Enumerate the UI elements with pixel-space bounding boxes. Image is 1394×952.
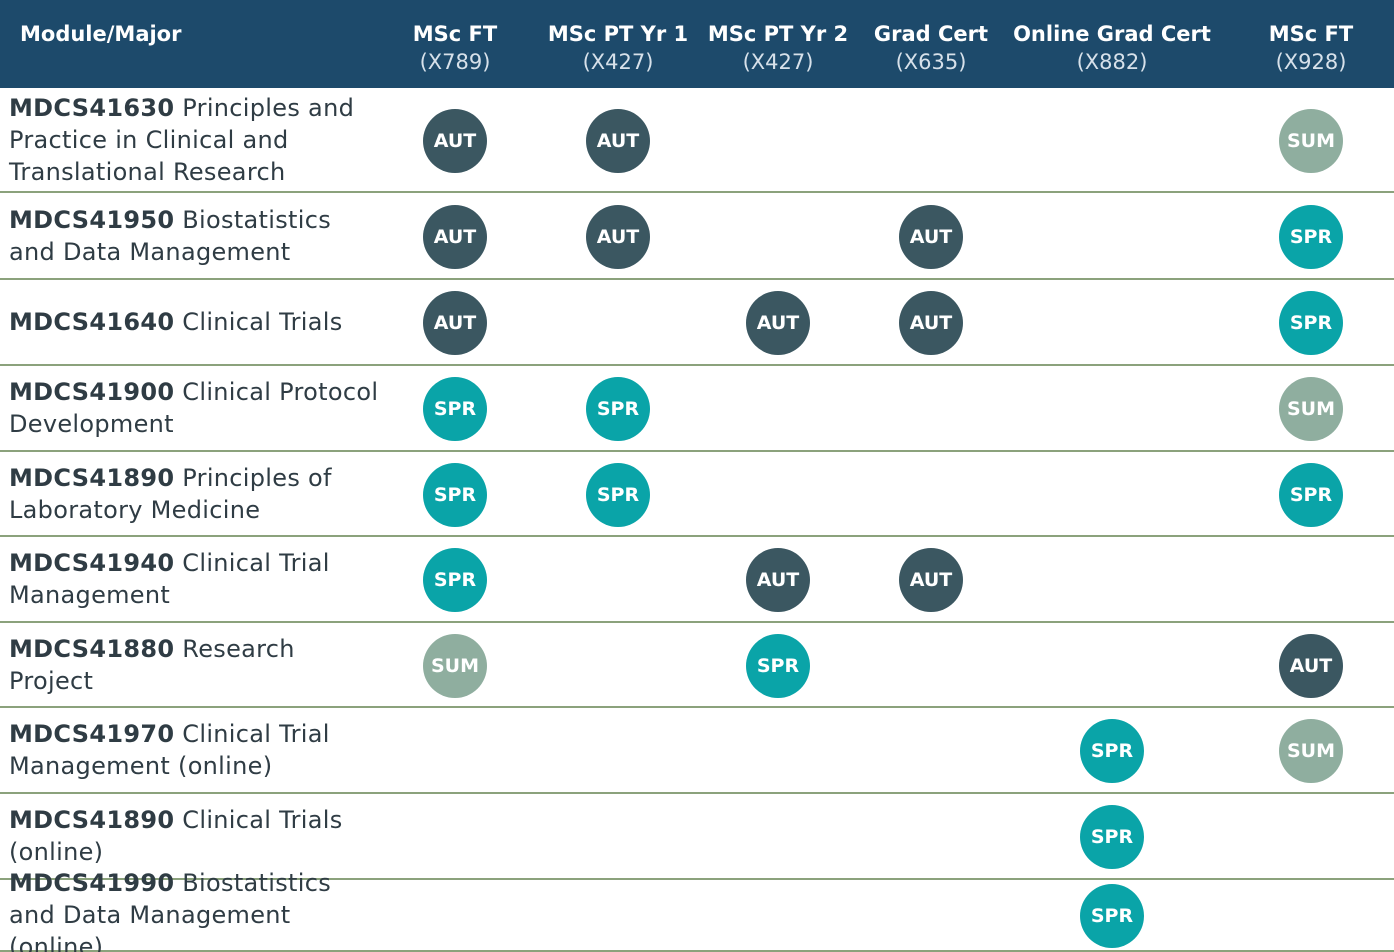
column-code: (X427) [742,50,814,74]
table-row: MDCS41970 Clinical Trial Management (onl… [0,708,1394,794]
column-code: (X882) [1076,50,1148,74]
table-row: MDCS41940 Clinical Trial Management SPR AU… [0,537,1394,623]
semester-badge: SPR [1279,204,1343,269]
table-row: MDCS41950 Biostatistics and Data Managem… [0,193,1394,280]
semester-badge: AUT [586,108,650,173]
column-name: MSc FT [412,22,498,46]
module-text: MDCS41950 Biostatistics and Data Managem… [9,204,379,268]
column-header: MSc FT (X789) [345,20,565,76]
semester-badge: AUT [423,291,487,355]
semester-badge: SPR [423,377,487,441]
module-title: Principles and Practice in Clinical and … [9,93,355,186]
column-header: Grad Cert (X635) [821,20,1041,76]
table-row: MDCS41640 Clinical Trials AUT AUT AUT SPR [0,280,1394,366]
semester-badge: SPR [746,633,810,698]
semester-badge: SUM [423,633,487,698]
column-name: MSc PT Yr 2 [707,22,849,46]
semester-badge: SUM [1279,719,1343,783]
column-code: (X928) [1275,50,1347,74]
module-code: MDCS41950 [9,205,175,234]
module-cell: MDCS41940 Clinical Trial Management [9,537,379,621]
module-text: MDCS41940 Clinical Trial Management [9,547,379,611]
semester-badge: AUT [899,291,963,355]
column-header: MSc FT (X928) [1201,20,1394,76]
semester-badge: SUM [1279,377,1343,441]
module-code: MDCS41890 [9,463,175,492]
module-code: MDCS41880 [9,634,175,663]
semester-badge: AUT [899,548,963,612]
column-header: MSc PT Yr 1 (X427) [508,20,728,76]
semester-badge: AUT [746,548,810,612]
semester-badge: AUT [746,291,810,355]
module-title: Biostatistics and Data Management (onlin… [9,869,331,952]
table-row: MDCS41990 Biostatistics and Data Managem… [0,869,1394,952]
module-code: MDCS41640 [9,308,175,336]
semester-badge: AUT [1279,633,1343,698]
semester-badge: AUT [423,108,487,173]
module-cell: MDCS41880 Research Project [9,623,379,706]
module-code: MDCS41900 [9,378,175,406]
semester-badge: SPR [423,548,487,612]
module-text: MDCS41990 Biostatistics and Data Managem… [9,867,379,952]
module-cell: MDCS41950 Biostatistics and Data Managem… [9,193,379,278]
column-code: (X427) [582,50,654,74]
module-code: MDCS41630 [9,93,175,122]
module-title: Clinical Trials (online) [9,806,343,866]
column-header: Online Grad Cert (X882) [1002,20,1222,76]
module-code: MDCS41990 [9,869,175,897]
semester-badge: AUT [586,204,650,269]
semester-badge: AUT [423,204,487,269]
semester-badge: AUT [899,204,963,269]
column-code: (X789) [419,50,491,74]
module-text: MDCS41890 Principles of Laboratory Medic… [9,462,379,526]
module-text: MDCS41900 Clinical Protocol Development [9,376,379,440]
table-row: MDCS41890 Clinical Trials (online) SPR [0,794,1394,880]
module-cell: MDCS41890 Principles of Laboratory Medic… [9,452,379,535]
module-text: MDCS41640 Clinical Trials [9,306,343,338]
semester-badge: SUM [1279,108,1343,173]
semester-badge: SPR [1080,805,1144,869]
semester-badge: SPR [1279,291,1343,355]
semester-badge: SPR [586,377,650,441]
semester-badge: SPR [586,462,650,527]
column-name: Online Grad Cert [1013,22,1211,46]
module-text: MDCS41880 Research Project [9,633,379,697]
semester-badge: SPR [1080,719,1144,783]
table-row: MDCS41890 Principles of Laboratory Medic… [0,452,1394,537]
module-cell: MDCS41900 Clinical Protocol Development [9,366,379,450]
module-cell: MDCS41640 Clinical Trials [9,280,379,364]
module-text: MDCS41970 Clinical Trial Management (onl… [9,718,379,782]
table-row: MDCS41880 Research Project SUM SPR AUT [0,623,1394,708]
column-code: (X635) [895,50,967,74]
module-cell: MDCS41630 Principles and Practice in Cli… [9,88,379,191]
module-cell: MDCS41970 Clinical Trial Management (onl… [9,708,379,792]
module-code: MDCS41890 [9,806,175,834]
table-header: Module/Major MSc FT (X789) MSc PT Yr 1 (X42… [0,0,1394,88]
module-title: Clinical Trial Management [9,549,330,609]
semester-badge: SPR [1279,462,1343,527]
module-title: Clinical Trials [182,308,343,336]
column-name: MSc PT Yr 1 [547,22,689,46]
module-title: Clinical Protocol Development [9,378,379,438]
module-code: MDCS41940 [9,549,175,577]
semester-badge: SPR [423,462,487,527]
column-header: MSc PT Yr 2 (X427) [668,20,888,76]
module-text: MDCS41890 Clinical Trials (online) [9,804,379,868]
module-cell: MDCS41990 Biostatistics and Data Managem… [9,869,379,952]
module-title: Research Project [9,634,295,695]
module-title: Principles of Laboratory Medicine [9,463,332,524]
column-name: MSc FT [1268,22,1354,46]
module-cell: MDCS41890 Clinical Trials (online) [9,794,379,878]
semester-badge: SPR [1080,884,1144,948]
table-row: MDCS41900 Clinical Protocol Development S… [0,366,1394,452]
table-row: MDCS41630 Principles and Practice in Cli… [0,88,1394,193]
module-text: MDCS41630 Principles and Practice in Cli… [9,92,379,188]
column-name: Grad Cert [873,22,989,46]
header-title: Module/Major [20,22,182,46]
module-title: Clinical Trial Management (online) [9,720,330,780]
module-title: Biostatistics and Data Management [9,205,331,266]
module-code: MDCS41970 [9,720,175,748]
